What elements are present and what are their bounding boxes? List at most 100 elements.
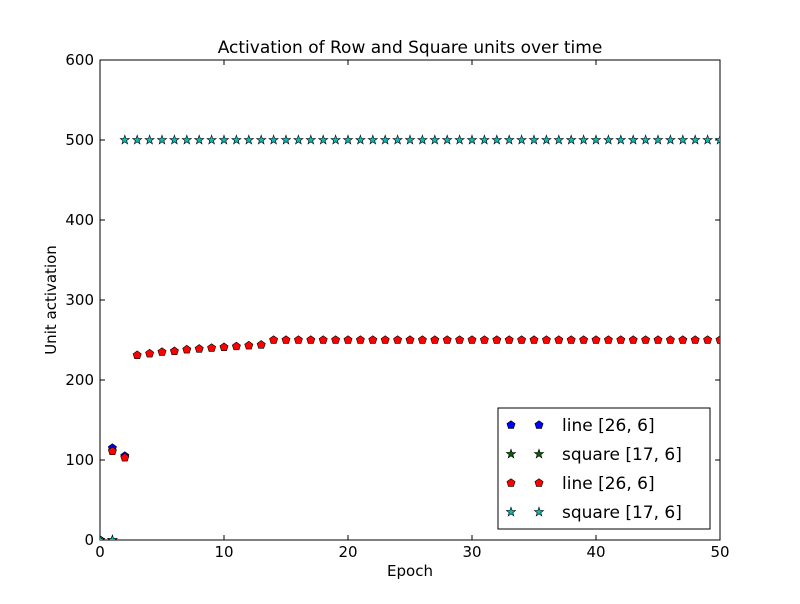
data-point — [664, 134, 676, 145]
legend-marker — [505, 448, 517, 459]
data-point — [554, 335, 564, 344]
y-axis-label: Unit activation — [42, 245, 60, 355]
legend-entry: line [26, 6] — [506, 474, 655, 494]
data-point — [379, 134, 391, 145]
data-point — [578, 134, 590, 145]
data-point — [665, 335, 675, 344]
legend-label: line [26, 6] — [562, 416, 655, 436]
data-point — [331, 335, 341, 344]
data-point — [219, 342, 229, 351]
legend-marker — [534, 478, 544, 487]
data-point — [689, 134, 701, 145]
data-point — [354, 134, 366, 145]
legend-marker — [506, 478, 516, 487]
x-tick-label: 20 — [338, 543, 357, 561]
data-point — [342, 134, 354, 145]
x-axis-label: Epoch — [387, 562, 433, 580]
data-point — [256, 340, 266, 349]
y-tick-label: 600 — [65, 51, 94, 69]
series-3 — [100, 134, 720, 540]
legend-entry: square [17, 6] — [505, 503, 682, 523]
data-point — [479, 335, 489, 344]
data-point — [317, 134, 329, 145]
chart-title: Activation of Row and Square units over … — [218, 38, 603, 58]
data-point — [168, 134, 180, 145]
data-point — [602, 134, 614, 145]
data-point — [120, 452, 130, 462]
data-point — [616, 335, 626, 344]
data-point — [293, 335, 303, 344]
data-point — [627, 134, 639, 145]
data-point — [579, 335, 589, 344]
data-point — [677, 134, 689, 145]
data-point — [429, 134, 441, 145]
y-tick-label: 400 — [65, 211, 94, 229]
data-point — [392, 134, 404, 145]
series-2 — [100, 335, 720, 540]
data-point — [454, 134, 466, 145]
data-point — [318, 335, 328, 344]
data-point — [430, 335, 440, 344]
data-point — [491, 134, 503, 145]
legend-marker — [505, 506, 517, 517]
data-point — [194, 344, 204, 353]
x-tick-label: 10 — [214, 543, 233, 561]
data-point — [367, 134, 379, 145]
data-point — [442, 335, 452, 344]
data-point — [565, 134, 577, 145]
data-point — [455, 335, 465, 344]
data-point — [169, 346, 179, 355]
x-tick-label: 0 — [95, 543, 105, 561]
y-tick-label: 300 — [65, 291, 94, 309]
data-point — [181, 134, 193, 145]
legend-label: square [17, 6] — [562, 445, 682, 465]
data-point — [529, 335, 539, 344]
data-point — [504, 335, 514, 344]
legend-label: line [26, 6] — [562, 474, 655, 494]
data-point — [380, 335, 390, 344]
data-point — [702, 134, 714, 145]
x-tick-label: 40 — [586, 543, 605, 561]
data-point — [368, 335, 378, 344]
data-point — [106, 534, 118, 540]
data-point — [145, 348, 155, 358]
data-point — [330, 134, 342, 145]
x-tick-label: 30 — [462, 543, 481, 561]
data-point — [615, 134, 627, 145]
data-point — [591, 335, 601, 344]
data-point — [244, 340, 254, 350]
data-point — [306, 335, 316, 344]
data-point — [144, 134, 156, 145]
data-point — [678, 335, 688, 344]
data-point — [206, 134, 218, 145]
data-point — [231, 341, 241, 351]
data-point — [690, 335, 700, 344]
data-point — [541, 335, 551, 344]
legend-marker — [533, 506, 545, 517]
legend-marker — [534, 420, 544, 429]
data-point — [268, 134, 280, 145]
data-point — [207, 343, 217, 352]
data-point — [590, 134, 602, 145]
data-point — [715, 335, 720, 344]
data-point — [516, 134, 528, 145]
data-point — [255, 134, 267, 145]
y-tick-label: 500 — [65, 131, 94, 149]
data-point — [393, 335, 403, 344]
data-point — [467, 335, 477, 344]
data-point — [156, 134, 168, 145]
data-point — [269, 335, 279, 344]
data-point — [404, 134, 416, 145]
data-point — [714, 134, 720, 145]
data-point — [281, 335, 291, 344]
data-point — [603, 335, 613, 344]
legend-label: square [17, 6] — [562, 503, 682, 523]
data-point — [182, 344, 192, 354]
data-point — [107, 446, 117, 455]
legend-box — [497, 407, 711, 530]
data-point — [417, 335, 427, 344]
data-point — [566, 335, 576, 344]
data-point — [492, 335, 502, 344]
